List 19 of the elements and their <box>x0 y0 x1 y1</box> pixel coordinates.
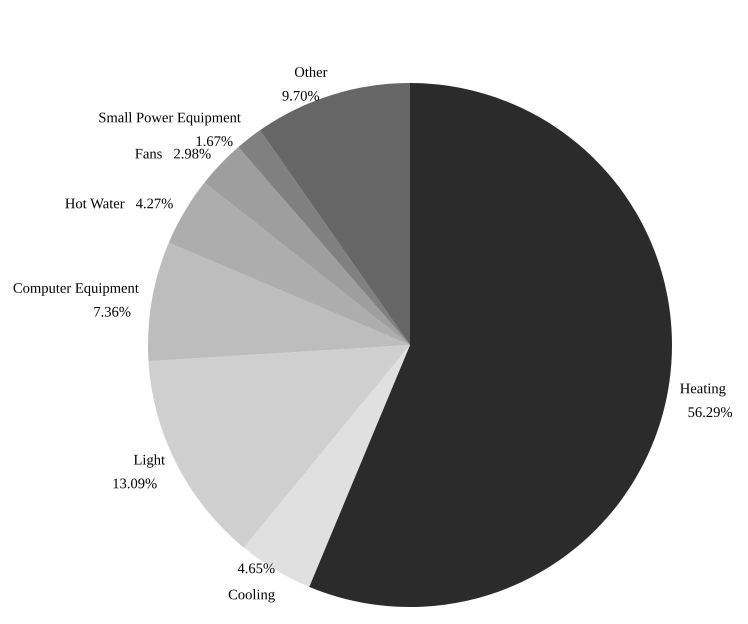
slice-label: Cooling <box>228 589 275 602</box>
slice-label: Light <box>134 454 165 468</box>
slice-label: Computer Equipment <box>13 283 139 296</box>
slice-label: Heating <box>680 384 726 396</box>
slice-label: Other <box>294 66 328 77</box>
data-label: 7.36% <box>94 306 130 317</box>
data-label: 9.70% <box>282 90 320 101</box>
data-label: 56.29% <box>688 407 732 418</box>
data-label: 4.65% <box>238 563 275 574</box>
data-label: 4.27% <box>136 198 173 208</box>
slice-label: Fans <box>135 148 162 159</box>
pie-slice <box>148 242 410 362</box>
data-label: 1.67% <box>196 136 233 146</box>
slice-label: Hot Water <box>65 198 124 208</box>
slice-label: Small Power Equipment <box>99 112 241 126</box>
data-label: 2.98% <box>174 148 211 159</box>
pie-slice <box>260 83 410 345</box>
pie-slice <box>238 130 410 345</box>
data-label: 13.09% <box>114 478 157 488</box>
